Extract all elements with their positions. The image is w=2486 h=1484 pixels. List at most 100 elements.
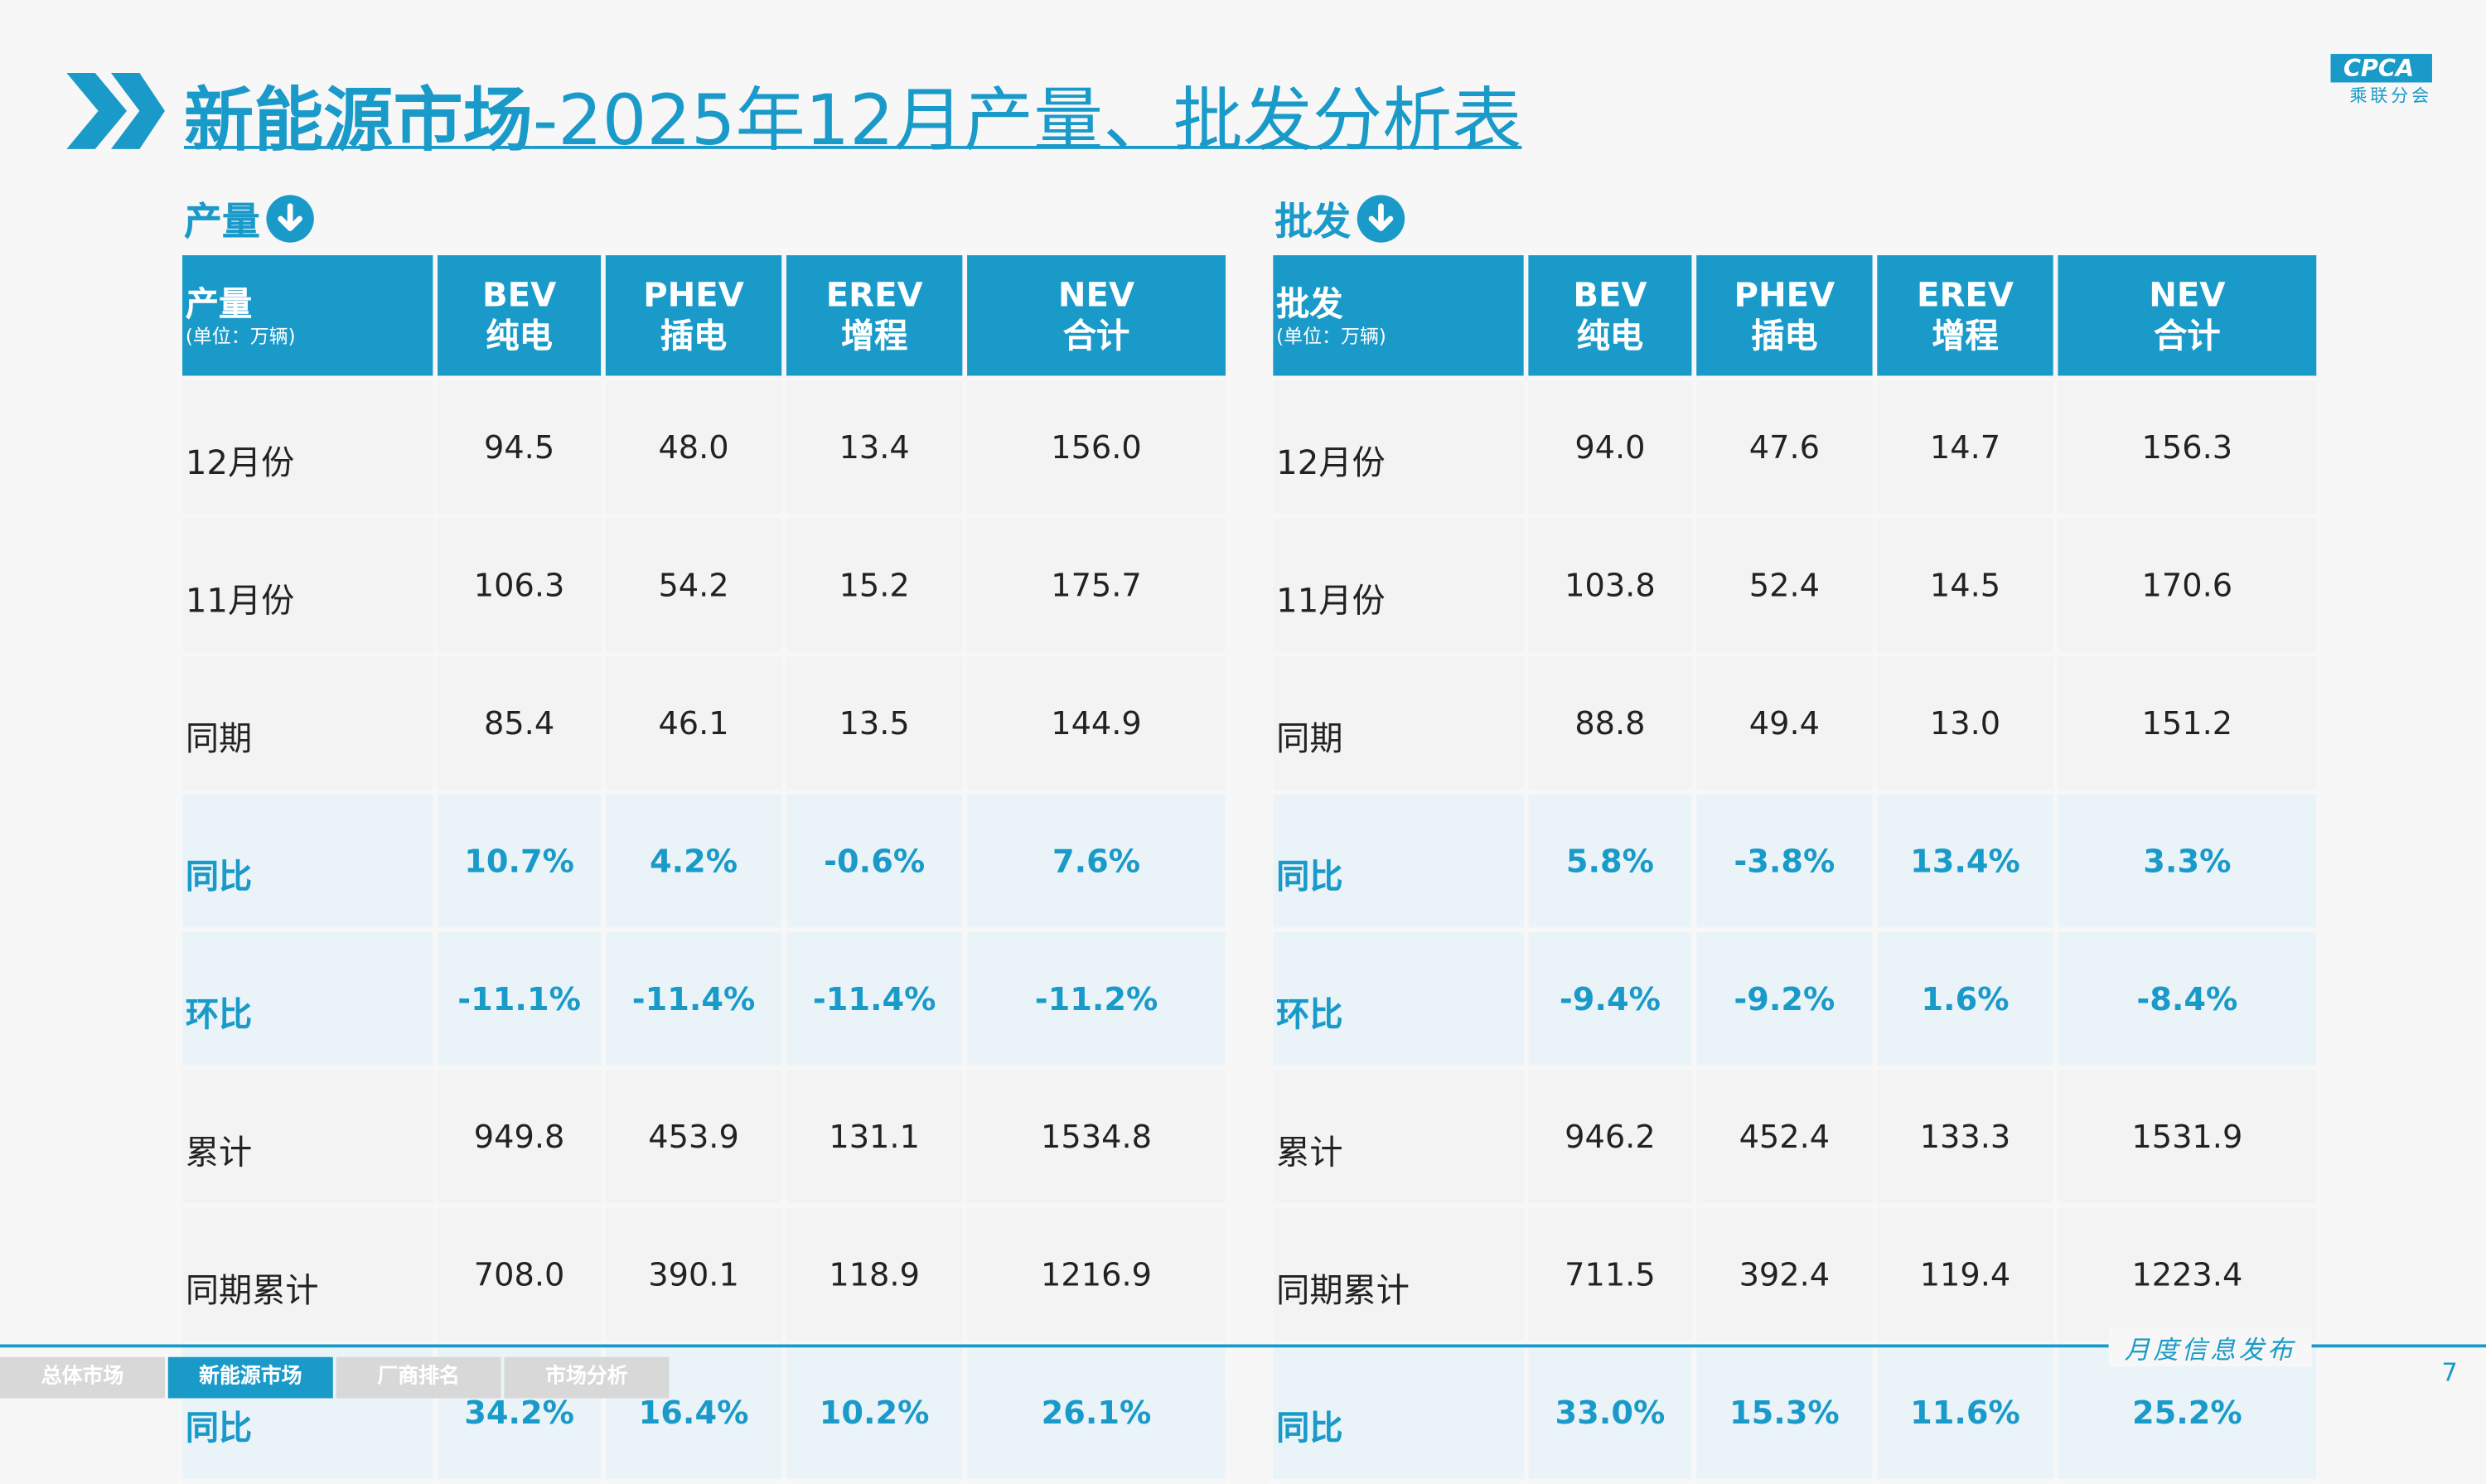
cell: 131.1 [781,1065,968,1208]
cell: 49.4 [1691,651,1878,795]
header-cell: 批发 (单位：万辆) [1268,250,1529,381]
cell: 392.4 [1691,1203,1878,1346]
section-text: 批发 [1274,200,1352,244]
header-cell: 产量 (单位：万辆) [177,250,438,381]
row-label: 同期 [1268,651,1529,795]
section-label: 产量 [184,191,314,246]
footer-tab[interactable]: 厂商排名 [336,1356,501,1399]
column-name: 合计 [1062,317,1130,355]
cell: 10.2% [781,1341,968,1484]
header-cell: BEV 纯电 [433,250,606,381]
cell: 144.9 [962,651,1231,795]
column-name: 插电 [660,317,728,355]
cell: 1531.9 [2053,1065,2322,1208]
cell: 46.1 [601,651,786,795]
row-label: 11月份 [177,513,438,657]
cell: -11.2% [962,927,1231,1071]
data-row: 环比 -9.4% -9.2% 1.6% -8.4% [1268,927,2322,1071]
cell: 5.8% [1523,789,1697,933]
cell: 4.2% [601,789,786,933]
cell: -9.4% [1523,927,1697,1071]
section-arrow [1357,194,1405,242]
header-cell: PHEV 插电 [601,250,786,381]
title: 新能源市场-2025年12月产量、批发分析表 [184,64,1522,165]
header-label: 批发 [1276,285,1343,324]
header-cell: EREV 增程 [781,250,968,381]
row-label: 同比 [1268,1341,1529,1484]
cell: 54.2 [601,513,786,657]
data-table: 产量 (单位：万辆) BEV 纯电 PHEV 插电 EREV 增程 NEV 合计 12月份 94.5 4… [177,250,1231,1484]
cell: 106.3 [433,513,606,657]
footer-tab[interactable]: 新能源市场 [167,1356,333,1399]
header-row: 产量 (单位：万辆) BEV 纯电 PHEV 插电 EREV 增程 NEV 合计 [177,250,1231,381]
column-name: 插电 [1751,317,1818,355]
row-label: 累计 [177,1065,438,1208]
cell: -3.8% [1691,789,1878,933]
cell: 14.7 [1872,375,2058,519]
column-code: PHEV [643,275,744,314]
column-code: BEV [1573,275,1647,314]
data-row: 环比 -11.1% -11.4% -11.4% -11.2% [177,927,1231,1071]
cell: 7.6% [962,789,1231,933]
data-row: 同期累计 708.0 390.1 118.9 1216.9 [177,1203,1231,1346]
section-text: 产量 [183,200,260,244]
cell: 85.4 [433,651,606,795]
header-cell: EREV 增程 [1872,250,2058,381]
chevrons [66,73,165,149]
cell: 26.1% [962,1341,1231,1484]
data-row: 累计 949.8 453.9 131.1 1534.8 [177,1065,1231,1208]
header-cell: PHEV 插电 [1691,250,1878,381]
cell: 946.2 [1523,1065,1697,1208]
logo-sub: 乘联分会 [2349,85,2432,107]
cell: 15.2 [781,513,968,657]
cell: 151.2 [2053,651,2322,795]
data-row: 同期累计 711.5 392.4 119.4 1223.4 [1268,1203,2322,1346]
footer-tab[interactable]: 市场分析 [504,1356,670,1399]
cell: -8.4% [2053,927,2322,1071]
cell: 11.6% [1872,1341,2058,1484]
column-code: EREV [825,275,923,314]
footer-tab[interactable]: 总体市场 [0,1356,165,1399]
row-label: 累计 [1268,1065,1529,1208]
column-name: 增程 [1932,317,1999,355]
cell: 52.4 [1691,513,1878,657]
cell: 94.0 [1523,375,1697,519]
cell: -11.4% [601,927,786,1071]
section-arrow [266,194,314,242]
data-row: 同比 5.8% -3.8% 13.4% 3.3% [1268,789,2322,933]
cell: 711.5 [1523,1203,1697,1346]
cell: 10.7% [433,789,606,933]
cell: 453.9 [601,1065,786,1208]
row-label: 同期累计 [177,1203,438,1346]
cell: 170.6 [2053,513,2322,657]
header-unit: (单位：万辆) [1276,325,1386,348]
title-rest: -2025年12月产量、批发分析表 [532,80,1522,162]
data-row: 累计 946.2 452.4 133.3 1531.9 [1268,1065,2322,1208]
cell: 13.4% [1872,789,2058,933]
cell: 1223.4 [2053,1203,2322,1346]
row-label: 环比 [177,927,438,1071]
cell: 452.4 [1691,1065,1878,1208]
cell: 3.3% [2053,789,2322,933]
cell: 15.3% [1691,1341,1878,1484]
cell: 13.4 [781,375,968,519]
cell: 119.4 [1872,1203,2058,1346]
cell: 390.1 [601,1203,786,1346]
cell: 48.0 [601,375,786,519]
arrow-icon [278,202,302,230]
cell: 1534.8 [962,1065,1231,1208]
row-label: 12月份 [1268,375,1529,519]
data-row: 同比 10.7% 4.2% -0.6% 7.6% [177,789,1231,933]
cell: -9.2% [1691,927,1878,1071]
row-label: 同比 [1268,789,1529,933]
cell: 1216.9 [962,1203,1231,1346]
cell: 133.3 [1872,1065,2058,1208]
cell: 47.6 [1691,375,1878,519]
cell: 1.6% [1872,927,2058,1071]
header-cell: NEV 合计 [2053,250,2322,381]
title-bold: 新能源市场 [183,80,533,162]
logo-text: CPCA [2330,54,2432,83]
data-row: 12月份 94.5 48.0 13.4 156.0 [177,375,1231,519]
column-code: PHEV [1734,275,1835,314]
cell: -11.4% [781,927,968,1071]
